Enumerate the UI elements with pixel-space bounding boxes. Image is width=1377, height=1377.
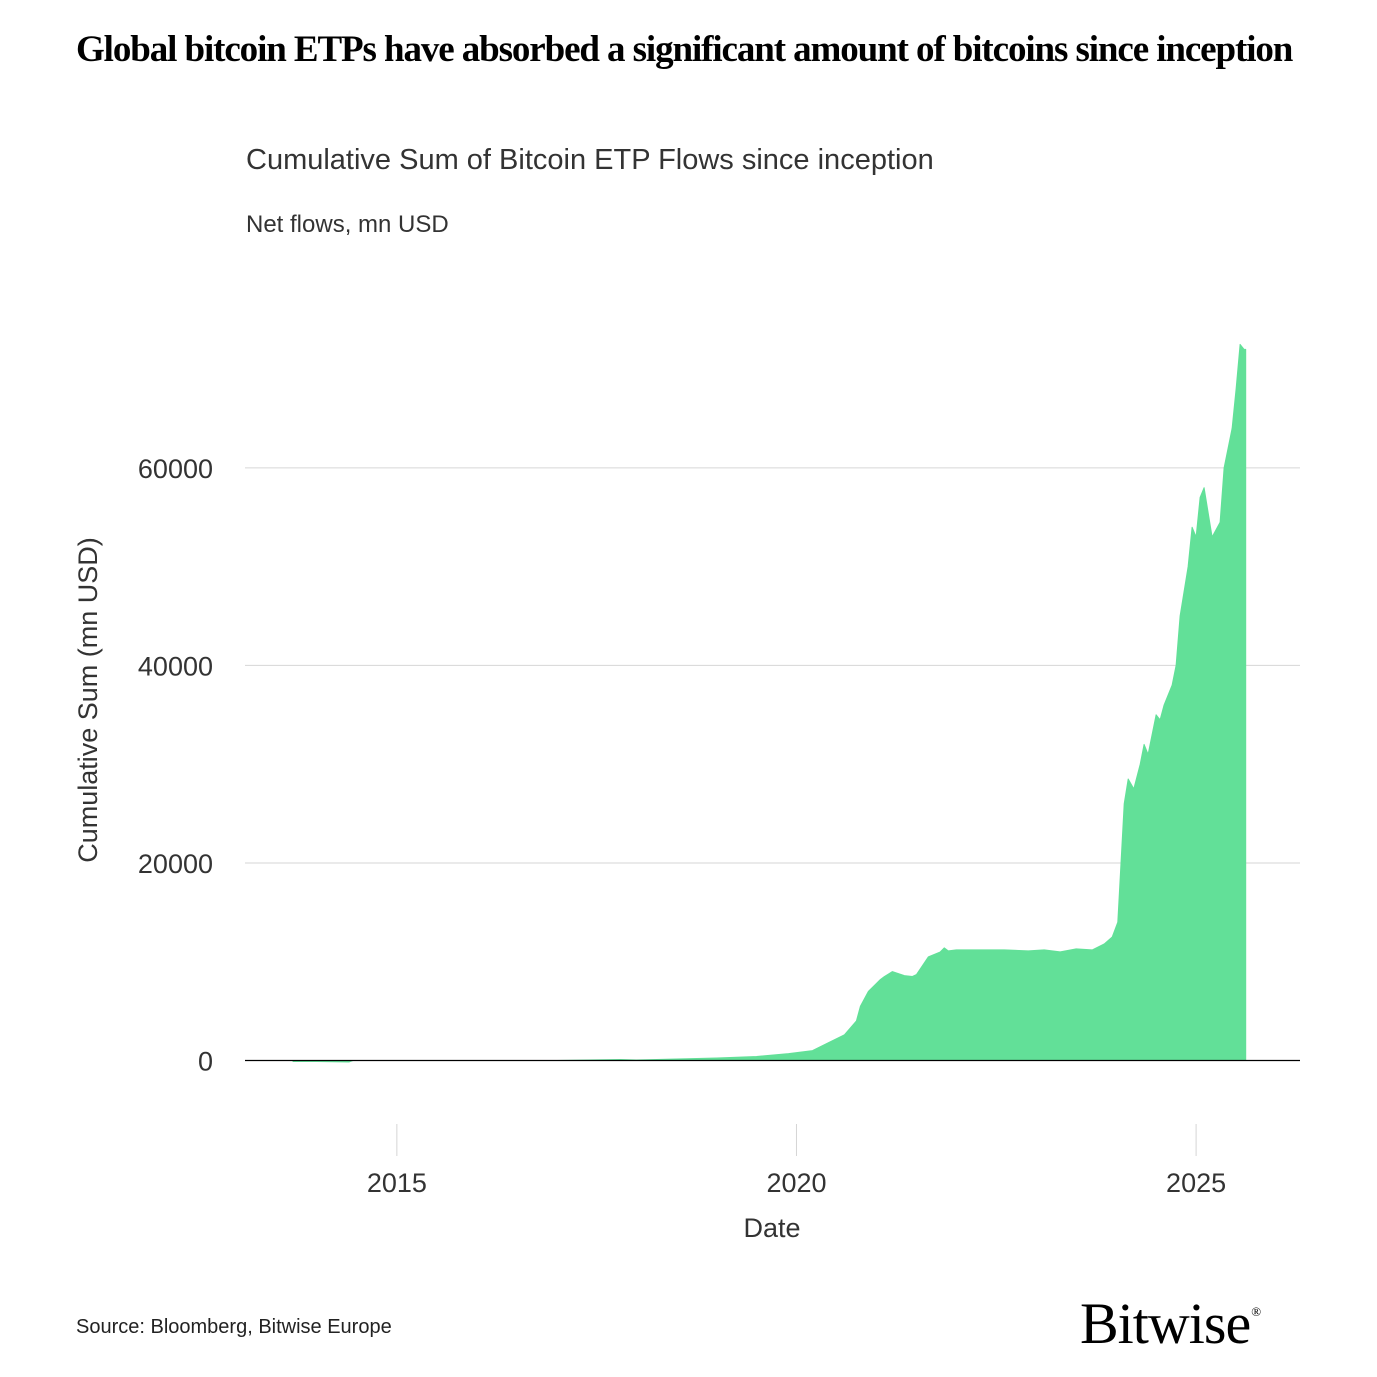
y-tick-label-0: 0: [198, 1046, 213, 1076]
area-series: [292, 343, 1247, 1063]
y-tick-label-60000: 60000: [138, 454, 213, 484]
chart-title: Cumulative Sum of Bitcoin ETP Flows sinc…: [246, 144, 934, 176]
x-tick-label-2025: 2025: [1166, 1168, 1226, 1198]
x-axis-title: Date: [743, 1213, 800, 1243]
y-tick-label-20000: 20000: [138, 849, 213, 879]
x-tick-label-2015: 2015: [367, 1168, 427, 1198]
chart-subtitle: Net flows, mn USD: [246, 211, 449, 238]
source-note: Source: Bloomberg, Bitwise Europe: [76, 1316, 392, 1338]
x-tick-label-2020: 2020: [766, 1168, 826, 1198]
bitwise-logo: Bitwise®: [1080, 1290, 1261, 1357]
registered-mark: ®: [1251, 1304, 1261, 1319]
y-tick-labels: 0 20000 40000 60000: [138, 454, 213, 1077]
y-axis-title: Cumulative Sum (mn USD): [73, 537, 103, 863]
y-tick-label-40000: 40000: [138, 651, 213, 681]
logo-wordmark: Bitwise: [1080, 1291, 1251, 1356]
headline: Global bitcoin ETPs have absorbed a sign…: [76, 29, 1293, 70]
x-tick-labels: 2015 2020 2025: [367, 1168, 1226, 1198]
x-tick-marks: [396, 1124, 1197, 1156]
